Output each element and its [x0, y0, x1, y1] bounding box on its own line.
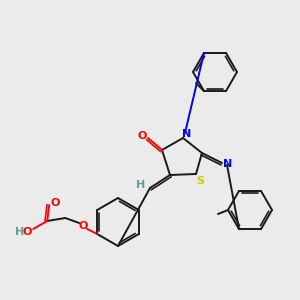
Text: N: N [182, 129, 192, 139]
Text: H: H [15, 227, 24, 237]
Text: O: O [22, 227, 32, 237]
Text: N: N [224, 159, 232, 169]
Text: H: H [136, 180, 146, 190]
Text: O: O [137, 131, 147, 141]
Text: S: S [196, 176, 204, 186]
Text: O: O [79, 221, 88, 231]
Text: O: O [50, 198, 60, 208]
